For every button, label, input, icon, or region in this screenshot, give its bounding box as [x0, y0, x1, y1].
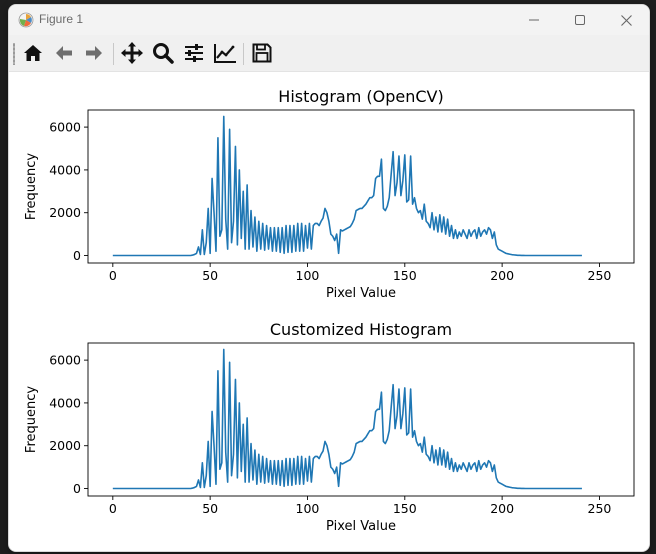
- close-icon: [620, 14, 632, 26]
- x-tick-label: 150: [393, 268, 417, 283]
- minimize-icon: [529, 19, 539, 21]
- y-tick-label: 2000: [49, 438, 81, 453]
- y-tick-label: 4000: [49, 395, 81, 410]
- maximize-icon: [575, 15, 585, 25]
- series-line: [112, 348, 582, 490]
- x-tick-label: 150: [393, 501, 417, 516]
- maximize-button[interactable]: [557, 5, 603, 35]
- x-tick-label: 250: [588, 268, 612, 283]
- chart-title: Customized Histogram: [270, 320, 452, 339]
- y-tick-label: 0: [73, 481, 81, 496]
- x-tick-label: 50: [202, 501, 218, 516]
- y-tick-label: 2000: [49, 205, 81, 220]
- toolbar-grip[interactable]: [13, 43, 15, 65]
- close-button[interactable]: [603, 5, 649, 35]
- axes-frame: [87, 109, 635, 264]
- x-axis-label: Pixel Value: [326, 286, 396, 301]
- x-tick-label: 100: [296, 268, 320, 283]
- x-tick-label: 0: [109, 268, 117, 283]
- toolbar-separator: [243, 43, 244, 65]
- title-bar: Figure 1: [9, 5, 649, 35]
- y-axis-label: Frequency: [24, 386, 39, 453]
- pan-button[interactable]: [118, 39, 146, 67]
- window-title: Figure 1: [39, 12, 84, 26]
- figure-window: Figure 1: [8, 4, 650, 552]
- navigation-toolbar: [9, 35, 649, 72]
- zoom-icon: [153, 43, 174, 64]
- home-button[interactable]: [19, 39, 47, 67]
- x-tick-label: 200: [490, 268, 514, 283]
- matplotlib-logo-icon: [18, 12, 34, 28]
- x-tick-label: 50: [202, 268, 218, 283]
- back-button[interactable]: [50, 39, 78, 67]
- subplots-button[interactable]: [180, 39, 208, 67]
- x-tick-label: 200: [490, 501, 514, 516]
- minimize-button[interactable]: [511, 5, 557, 35]
- chart-title: Histogram (OpenCV): [278, 87, 443, 106]
- edit-axes-button[interactable]: [211, 39, 239, 67]
- chart-1: 0 50 100 150 200 250 0 2000 4000 6000 Histogram (O…: [24, 87, 635, 301]
- axes-frame: [87, 342, 635, 497]
- forward-button[interactable]: [80, 39, 108, 67]
- x-tick-label: 0: [109, 501, 117, 516]
- series-line: [112, 115, 582, 257]
- y-tick-label: 6000: [49, 120, 81, 135]
- y-tick-label: 4000: [49, 162, 81, 177]
- x-tick-label: 250: [588, 501, 612, 516]
- zoom-button[interactable]: [149, 39, 177, 67]
- y-tick-label: 0: [73, 248, 81, 263]
- chart-2: 0 50 100 150 200 250 0 2000 4000 6000 Customized H…: [24, 320, 635, 534]
- back-arrow-icon: [56, 46, 72, 60]
- toolbar-separator: [113, 43, 114, 65]
- save-icon: [252, 43, 272, 63]
- y-tick-label: 6000: [49, 353, 81, 368]
- forward-arrow-icon: [86, 46, 102, 60]
- x-tick-label: 100: [296, 501, 320, 516]
- figure-canvas[interactable]: 0 50 100 150 200 250 0 2000 4000 6000 Histogram (O…: [9, 72, 649, 551]
- y-axis-label: Frequency: [24, 153, 39, 220]
- background-editor: [0, 0, 8, 540]
- home-icon: [24, 45, 42, 61]
- subplots-icon: [185, 44, 203, 62]
- x-axis-label: Pixel Value: [326, 519, 396, 534]
- save-button[interactable]: [248, 39, 276, 67]
- edit-axes-icon: [214, 44, 236, 63]
- pan-icon: [121, 42, 143, 64]
